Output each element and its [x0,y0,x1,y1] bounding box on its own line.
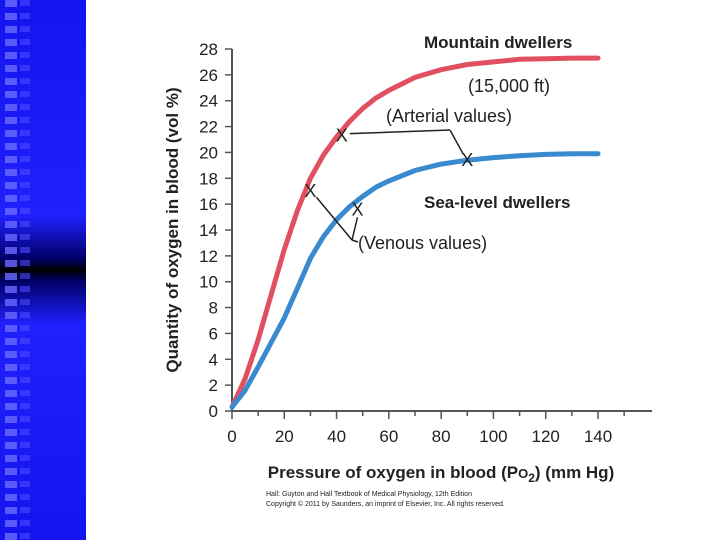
y-tick-label: 0 [209,402,218,421]
marker-arterial-0: X [336,126,348,146]
leader-venous-3 [351,239,359,243]
y-tick-label: 4 [209,350,218,369]
y-tick-label: 14 [199,221,218,240]
decorative-squares-2 [20,0,30,540]
series-layer [229,55,601,410]
credit-line-1: Hall: Guyton and Hall Textbook of Medica… [266,491,472,498]
y-tick-label: 8 [209,299,218,318]
y-tick-label: 12 [199,247,218,266]
series-label-sea-level: Sea-level dwellers [424,193,570,212]
x-tick-label: 140 [584,427,612,446]
x-tick-label: 100 [479,427,507,446]
leader-arterial-2 [449,129,464,155]
series-sublabel-mountain: (15,000 ft) [468,76,550,96]
slide-left-bar [0,0,86,540]
x-axis-label: Pressure of oxygen in blood (PO2) (mm Hg… [268,463,614,485]
series-line-sea-level [229,151,601,410]
series-label-mountain: Mountain dwellers [424,33,572,52]
copyright-credit: Hall: Guyton and Hall Textbook of Medica… [266,490,505,510]
label-layer: Mountain dwellers (15,000 ft) Sea-level dw… [358,33,572,253]
leader-venous-1 [315,196,353,241]
x-tick-label: 60 [379,427,398,446]
annotation-arterial: (Arterial values) [386,106,512,126]
y-tick-label: 10 [199,273,218,292]
y-tick-label: 16 [199,195,218,214]
decorative-squares [5,0,17,540]
y-tick-label: 6 [209,324,218,343]
marker-venous-2: X [304,181,316,201]
y-tick-label: 28 [199,40,218,59]
y-tick-label: 2 [209,376,218,395]
y-tick-label: 24 [199,92,218,111]
x-tick-label: 80 [432,427,451,446]
y-tick-label: 20 [199,143,218,162]
leader-venous-2 [351,217,359,241]
x-tick-label: 20 [275,427,294,446]
x-tick-label: 120 [532,427,560,446]
credit-line-2: Copyright © 2011 by Saunders, an imprint… [266,501,505,508]
series-line-mountain [229,55,601,410]
x-tick-label: 40 [327,427,346,446]
x-tick-label: 0 [227,427,236,446]
annotation-venous: (Venous values) [358,233,487,253]
marker-venous-3: X [351,199,363,219]
y-tick-label: 18 [199,169,218,188]
y-axis-label: Quantity of oxygen in blood (vol %) [163,87,182,372]
marker-arterial-1: X [461,150,473,170]
marker-layer: X X X X [304,126,473,243]
leader-arterial-1 [349,129,451,135]
y-tick-label: 26 [199,66,218,85]
y-tick-label: 22 [199,118,218,137]
